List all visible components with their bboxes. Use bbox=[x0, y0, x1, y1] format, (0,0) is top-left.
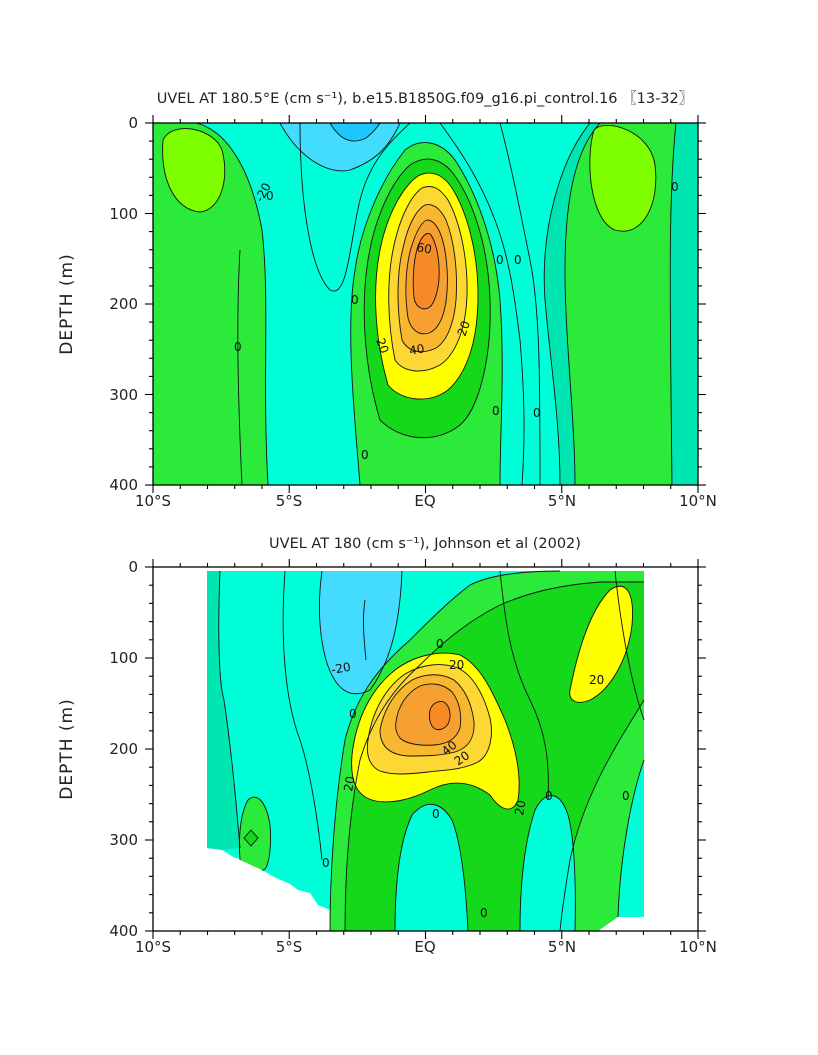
bottom-clabel: 20 bbox=[589, 673, 604, 687]
top-y-tick-labels: 0 100 200 300 400 bbox=[109, 114, 138, 494]
top-fill-left-lime bbox=[162, 128, 225, 212]
top-clabel: 40 bbox=[408, 342, 425, 358]
top-x-tick-labels: 10°S 5°S EQ 5°N 10°N bbox=[135, 492, 717, 510]
bottom-clabel: 0 bbox=[322, 856, 330, 870]
bottom-clabel: -20 bbox=[330, 660, 352, 677]
bottom-fill-east-yellow bbox=[569, 586, 633, 703]
bottom-fill-deep-cyan-1 bbox=[395, 804, 468, 931]
top-clabel: 20 bbox=[455, 319, 473, 338]
bottom-fill-pos50 bbox=[395, 684, 461, 746]
top-title: UVEL AT 180.5°E (cm s⁻¹), b.e15.B1850G.f… bbox=[157, 90, 694, 107]
bottom-clabel: 0 bbox=[545, 789, 553, 803]
top-clabel: 0 bbox=[514, 253, 522, 267]
bottom-fill-sw-green bbox=[239, 797, 271, 871]
top-xtick-label: 10°S bbox=[135, 492, 171, 510]
top-clabel: 0 bbox=[266, 189, 274, 203]
bottom-axis-ticks bbox=[145, 559, 706, 939]
bottom-contours bbox=[207, 570, 645, 931]
bottom-xtick-label: 5°S bbox=[276, 938, 303, 956]
panel-bottom: UVEL AT 180 (cm s⁻¹), Johnson et al (200… bbox=[57, 536, 717, 956]
bottom-xtick-label: EQ bbox=[414, 938, 435, 956]
bottom-y-axis-label: DEPTH (m) bbox=[57, 698, 77, 799]
top-clabel: 0 bbox=[671, 180, 679, 194]
bottom-fill-west bbox=[207, 571, 240, 850]
top-fill-right-lime bbox=[589, 125, 656, 232]
top-ytick-label: 400 bbox=[109, 476, 138, 494]
bottom-ytick-label: 200 bbox=[109, 740, 138, 758]
bottom-clabel: 20 bbox=[512, 799, 528, 816]
bottom-fill-pos60 bbox=[429, 701, 451, 730]
bottom-clabel: 20 bbox=[341, 775, 357, 792]
top-contours bbox=[153, 123, 698, 485]
top-xtick-label: EQ bbox=[414, 492, 435, 510]
top-clabel: 0 bbox=[533, 406, 541, 420]
top-fill-euc-60 bbox=[413, 233, 440, 309]
bottom-clabel: 20 bbox=[449, 658, 464, 672]
top-xtick-label: 10°N bbox=[679, 492, 717, 510]
top-clabel: 0 bbox=[496, 253, 504, 267]
bottom-ytick-label: 0 bbox=[128, 558, 138, 576]
top-xtick-label: 5°S bbox=[276, 492, 303, 510]
bottom-xtick-label: 10°S bbox=[135, 938, 171, 956]
bottom-x-tick-labels: 10°S 5°S EQ 5°N 10°N bbox=[135, 938, 717, 956]
bottom-ytick-label: 400 bbox=[109, 922, 138, 940]
top-ytick-label: 0 bbox=[128, 114, 138, 132]
top-ytick-label: 200 bbox=[109, 295, 138, 313]
top-ytick-label: 100 bbox=[109, 205, 138, 223]
bottom-ytick-label: 300 bbox=[109, 831, 138, 849]
top-clabel: 0 bbox=[361, 448, 369, 462]
top-clabel: 0 bbox=[492, 404, 500, 418]
top-clabel: 0 bbox=[234, 340, 242, 354]
top-xtick-label: 5°N bbox=[548, 492, 576, 510]
top-clabel: 60 bbox=[415, 240, 432, 256]
bottom-fill-deep-cyan-2 bbox=[520, 795, 576, 931]
bottom-xtick-label: 5°N bbox=[548, 938, 576, 956]
top-contour-labels: -20 0 0 0 0 0 0 0 0 0 0 20 20 40 60 bbox=[234, 180, 679, 462]
bottom-clabel: 0 bbox=[480, 906, 488, 920]
bottom-contour-lines bbox=[218, 570, 645, 931]
bottom-clabel: 0 bbox=[432, 807, 440, 821]
top-contour-lines bbox=[162, 123, 677, 485]
top-clabel: 0 bbox=[351, 293, 359, 307]
top-clabel: 20 bbox=[373, 336, 391, 355]
bottom-clabel: 0 bbox=[349, 707, 357, 721]
top-fill-left-green bbox=[153, 123, 268, 485]
top-y-axis-label: DEPTH (m) bbox=[57, 253, 77, 354]
top-ytick-label: 300 bbox=[109, 386, 138, 404]
bottom-y-tick-labels: 0 100 200 300 400 bbox=[109, 558, 138, 940]
top-axis-ticks bbox=[145, 115, 706, 493]
bottom-ytick-label: 100 bbox=[109, 649, 138, 667]
bottom-fill-neg20 bbox=[319, 571, 402, 694]
bottom-clabel: 0 bbox=[436, 637, 444, 651]
panel-top: UVEL AT 180.5°E (cm s⁻¹), b.e15.B1850G.f… bbox=[57, 90, 717, 510]
bottom-xtick-label: 10°N bbox=[679, 938, 717, 956]
bottom-clabel: 0 bbox=[622, 789, 630, 803]
bottom-title: UVEL AT 180 (cm s⁻¹), Johnson et al (200… bbox=[269, 536, 581, 552]
